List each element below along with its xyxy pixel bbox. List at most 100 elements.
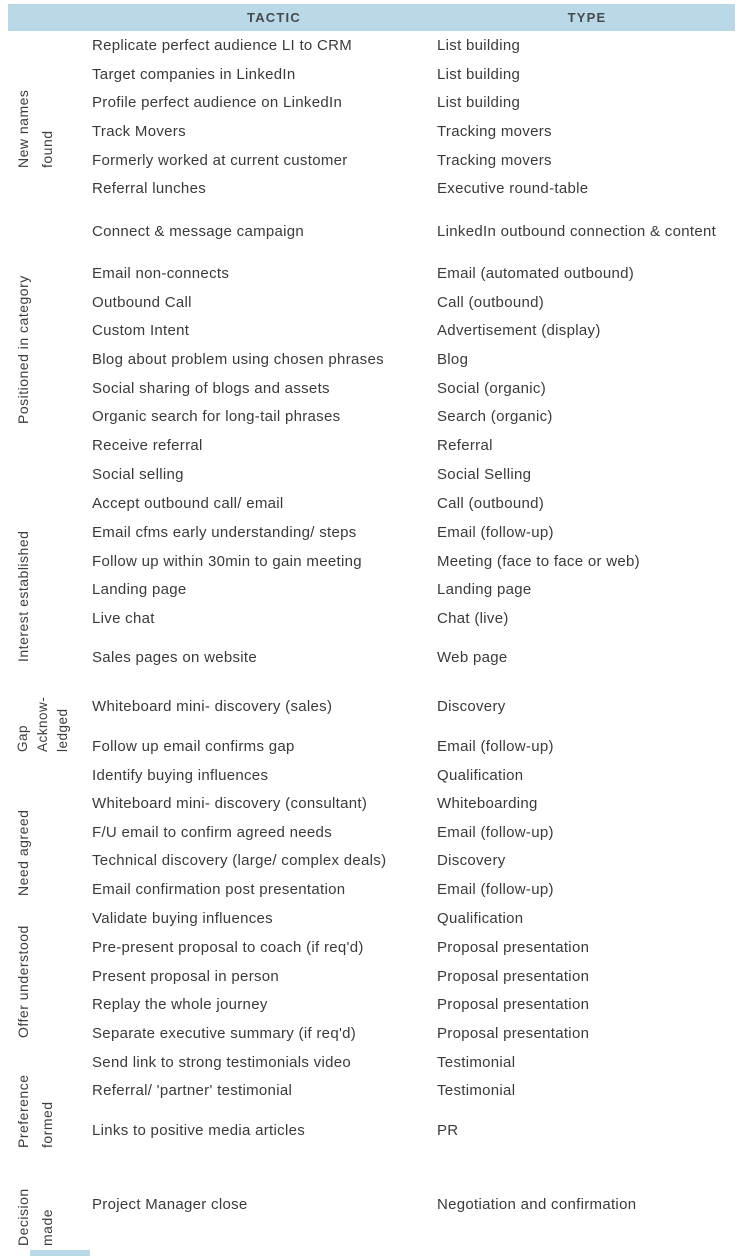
type-cell: Executive round-table <box>437 180 589 197</box>
column-header-tactic: TACTIC <box>247 10 301 25</box>
tactic-cell: Replay the whole journey <box>92 996 268 1013</box>
type-cell: Whiteboarding <box>437 795 538 812</box>
type-cell: Email (follow-up) <box>437 824 554 841</box>
tactic-cell: Organic search for long-tail phrases <box>92 408 341 425</box>
type-cell: Negotiation and confirmation <box>437 1196 637 1213</box>
table-row: Target companies in LinkedIn List buildin… <box>0 65 742 85</box>
tactic-cell: Pre-present proposal to coach (if req'd) <box>92 939 364 956</box>
table-row: Profile perfect audience on LinkedIn List… <box>0 93 742 113</box>
type-cell: Email (automated outbound) <box>437 265 635 282</box>
tactic-cell: Connect & message campaign <box>92 223 305 240</box>
tactic-cell: Email confirmation post presentation <box>92 881 346 898</box>
table-row: Connect & message campaign LinkedIn outbo… <box>0 222 742 242</box>
tactic-cell: Present proposal in person <box>92 968 280 985</box>
table-row: Sales pages on website Web page <box>0 648 742 668</box>
tactic-cell: Custom Intent <box>92 322 190 339</box>
tactic-cell: Identify buying influences <box>92 767 269 784</box>
type-cell: Qualification <box>437 910 524 927</box>
type-cell: Landing page <box>437 581 532 598</box>
tactic-cell: Track Movers <box>92 123 186 140</box>
tactic-cell: Receive referral <box>92 437 203 454</box>
type-cell: Proposal presentation <box>437 939 590 956</box>
table-row: Referral/ 'partner' testimonial Testimoni… <box>0 1081 742 1101</box>
table-row: Track Movers Tracking movers <box>0 122 742 142</box>
tactic-cell: Target companies in LinkedIn <box>92 66 296 83</box>
table-row: Social sharing of blogs and assets Social… <box>0 379 742 399</box>
tactic-cell: Referral lunches <box>92 180 207 197</box>
type-cell: Email (follow-up) <box>437 738 554 755</box>
tactic-cell: Accept outbound call/ email <box>92 495 284 512</box>
type-cell: Testimonial <box>437 1082 516 1099</box>
tactic-cell: Follow up within 30min to gain meeting <box>92 553 362 570</box>
table-row: Live chat Chat (live) <box>0 609 742 629</box>
type-cell: Advertisement (display) <box>437 322 601 339</box>
tactic-cell: F/U email to confirm agreed needs <box>92 824 333 841</box>
table-row: Separate executive summary (if req'd) Pro… <box>0 1024 742 1044</box>
type-cell: Email (follow-up) <box>437 881 554 898</box>
type-cell: Blog <box>437 351 469 368</box>
table-row: Receive referral Referral <box>0 436 742 456</box>
table-row: Landing page Landing page <box>0 580 742 600</box>
tactic-cell: Landing page <box>92 581 187 598</box>
table-row: Formerly worked at current customer Track… <box>0 151 742 171</box>
tactic-cell: Social selling <box>92 466 184 483</box>
tactic-cell: Email non-connects <box>92 265 230 282</box>
table-row: Links to positive media articles PR <box>0 1121 742 1141</box>
table-row: Outbound Call Call (outbound) <box>0 293 742 313</box>
table-row: Custom Intent Advertisement (display) <box>0 321 742 341</box>
tactic-cell: Outbound Call <box>92 294 192 311</box>
type-cell: Chat (live) <box>437 610 509 627</box>
type-cell: Proposal presentation <box>437 996 590 1013</box>
tactic-cell: Project Manager close <box>92 1196 248 1213</box>
table-row: Social selling Social Selling <box>0 465 742 485</box>
table-row: Project Manager close Negotiation and con… <box>0 1195 742 1215</box>
table-row: Organic search for long-tail phrases Sear… <box>0 407 742 427</box>
tactic-cell: Whiteboard mini- discovery (sales) <box>92 698 333 715</box>
tactic-cell: Formerly worked at current customer <box>92 152 348 169</box>
tactic-cell: Email cfms early understanding/ steps <box>92 524 357 541</box>
type-cell: Discovery <box>437 852 506 869</box>
table-row: Whiteboard mini- discovery (consultant) W… <box>0 794 742 814</box>
table-row: Email confirmation post presentation Emai… <box>0 880 742 900</box>
tactic-cell: Links to positive media articles <box>92 1122 306 1139</box>
type-cell: Tracking movers <box>437 123 552 140</box>
table-row: Identify buying influences Qualification <box>0 766 742 786</box>
table-row: Whiteboard mini- discovery (sales) Discov… <box>0 697 742 717</box>
table-header-bar: TACTIC TYPE <box>8 4 735 31</box>
table-row: Replay the whole journey Proposal present… <box>0 995 742 1015</box>
table-row: Follow up email confirms gap Email (follo… <box>0 737 742 757</box>
type-cell: Social (organic) <box>437 380 547 397</box>
table-row: Technical discovery (large/ complex deal… <box>0 851 742 871</box>
tactic-cell: Separate executive summary (if req'd) <box>92 1025 357 1042</box>
table-row: Email non-connects Email (automated outbo… <box>0 264 742 284</box>
type-cell: Proposal presentation <box>437 1025 590 1042</box>
type-cell: Referral <box>437 437 493 454</box>
type-cell: Meeting (face to face or web) <box>437 553 640 570</box>
tactic-cell: Replicate perfect audience LI to CRM <box>92 37 353 54</box>
cutoff-header-fragment <box>30 1250 90 1256</box>
tactic-cell: Follow up email confirms gap <box>92 738 295 755</box>
type-cell: Qualification <box>437 767 524 784</box>
table-row: Validate buying influences Qualification <box>0 909 742 929</box>
type-cell: Search (organic) <box>437 408 553 425</box>
table-row: Email cfms early understanding/ steps Ema… <box>0 523 742 543</box>
tactic-cell: Validate buying influences <box>92 910 273 927</box>
type-cell: List building <box>437 94 521 111</box>
table-row: Pre-present proposal to coach (if req'd)… <box>0 938 742 958</box>
tactic-cell: Referral/ 'partner' testimonial <box>92 1082 293 1099</box>
table-row: Send link to strong testimonials video Te… <box>0 1053 742 1073</box>
type-cell: Testimonial <box>437 1054 516 1071</box>
tactic-cell: Live chat <box>92 610 155 627</box>
table-row: Accept outbound call/ email Call (outboun… <box>0 494 742 514</box>
type-cell: Web page <box>437 649 508 666</box>
table-row: Referral lunches Executive round-table <box>0 179 742 199</box>
type-cell: PR <box>437 1122 459 1139</box>
type-cell: List building <box>437 66 521 83</box>
type-cell: Call (outbound) <box>437 294 545 311</box>
table-row: Follow up within 30min to gain meeting Me… <box>0 552 742 572</box>
table-row: F/U email to confirm agreed needs Email (… <box>0 823 742 843</box>
type-cell: Email (follow-up) <box>437 524 554 541</box>
type-cell: Discovery <box>437 698 506 715</box>
tactic-cell: Send link to strong testimonials video <box>92 1054 352 1071</box>
